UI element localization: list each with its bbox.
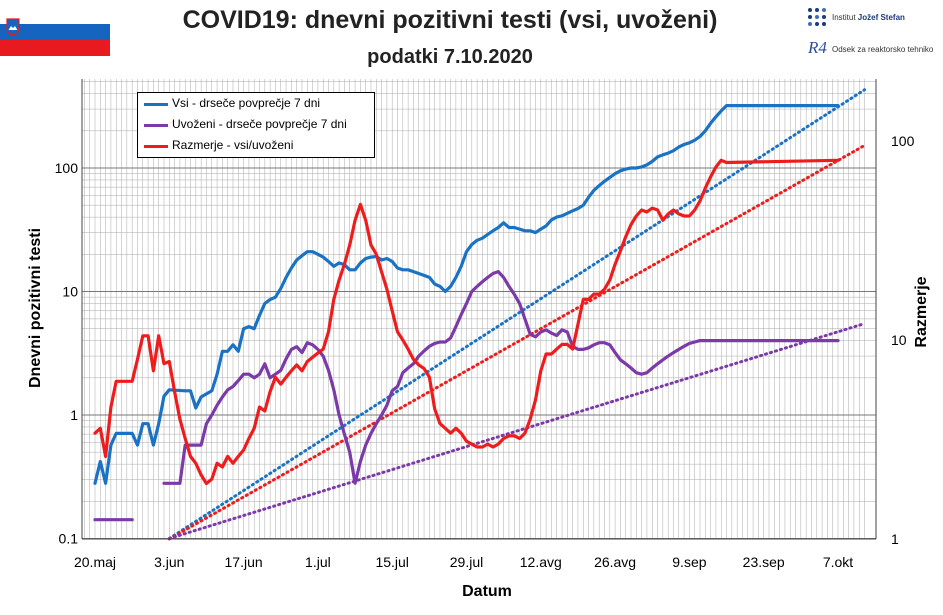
y-tick-label: 10 [62,284,78,300]
y-axis-label: Dnevni pozitivni testi [27,228,44,388]
x-tick-label: 7.okt [823,554,853,570]
x-tick-label: 9.sep [672,554,706,570]
axes [81,79,877,540]
legend-item-vsi: Vsi - drseče povprečje 7 dni [138,95,374,113]
x-axis-label: Datum [462,583,512,600]
legend-item-razmerje: Razmerje - vsi/uvoženi [138,137,374,155]
legend-swatch-vsi [144,103,168,106]
legend-label-razmerje: Razmerje - vsi/uvoženi [172,138,294,152]
series-lines [93,104,840,522]
r4-logo: R4 Odsek za reaktorsko tehniko [808,38,938,64]
legend-label-uvozeni: Uvoženi - drseče povprečje 7 dni [172,117,347,131]
r4-mark: R4 [808,38,827,57]
series-line-uvozeni [162,270,840,485]
tick-labels: 20.maj 3.jun 17.jun 1.jul 15.jul 29.jul 12.avg… [55,133,915,570]
legend-swatch-uvozeni [144,124,168,127]
x-tick-label: 15.jul [375,554,408,570]
x-tick-label: 12.avg [520,554,562,570]
r4-logo-text: Odsek za reaktorsko tehniko [832,45,934,54]
series-line-razmerje [93,158,840,486]
x-tick-label: 26.avg [594,554,636,570]
y2-tick-label: 1 [891,531,899,547]
legend: Vsi - drseče povprečje 7 dni Uvoženi - d… [137,92,375,158]
legend-swatch-razmerje [144,145,168,148]
slovenia-flag [0,8,110,56]
y-tick-label: 100 [55,160,79,176]
ijs-logo: Institut Jožef Stefan [806,6,936,32]
legend-item-uvozeni: Uvoženi - drseče povprečje 7 dni [138,116,374,134]
y2-tick-label: 100 [891,133,915,149]
ijs-dots-icon [808,8,826,26]
y-tick-label: 1 [70,407,78,423]
chart-subtitle: podatki 7.10.2020 [367,46,533,68]
x-tick-label: 17.jun [225,554,263,570]
trendlines [167,88,867,541]
x-tick-label: 29.jul [450,554,483,570]
x-tick-label: 3.jun [154,554,184,570]
x-tick-label: 1.jul [305,554,331,570]
y2-axis-label: Razmerje [913,276,930,347]
trendline-uvozeni [167,322,867,540]
series-line-vsi [93,104,840,485]
x-tick-label: 20.maj [74,554,116,570]
legend-label-vsi: Vsi - drseče povprečje 7 dni [172,96,321,110]
chart-title: COVID19: dnevni pozitivni testi (vsi, uv… [182,6,718,34]
y2-tick-label: 10 [891,332,907,348]
trendline-razmerje [167,143,867,541]
coat-of-arms-icon [6,18,20,36]
ijs-logo-text: Institut Jožef Stefan [832,13,905,22]
x-tick-label: 23.sep [743,554,785,570]
y-tick-label: 0.1 [59,531,79,547]
